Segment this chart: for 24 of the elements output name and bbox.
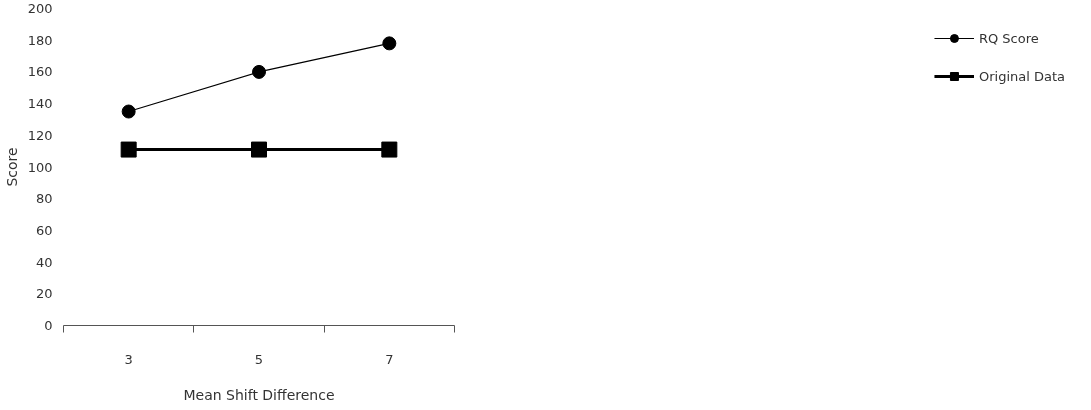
point <box>381 141 398 158</box>
x-tick-label: 3 <box>124 351 133 367</box>
legend-label: Original Data <box>978 68 1065 84</box>
point <box>121 104 136 119</box>
y-tick-label: 100 <box>27 159 53 175</box>
y-tick-label: 200 <box>27 1 53 16</box>
y-tick-label: 160 <box>27 64 53 80</box>
y-tick-label: 180 <box>27 32 53 48</box>
point <box>382 36 397 51</box>
legend-label: RQ Score <box>978 30 1039 46</box>
x-axis-title: Mean Shift Difference <box>183 386 335 403</box>
point <box>120 141 137 158</box>
y-tick-label: 80 <box>35 191 53 207</box>
x-tick-label: 7 <box>385 351 394 367</box>
y-tick-label: 60 <box>35 222 53 238</box>
point <box>251 141 267 158</box>
y-tick-label: 120 <box>27 127 53 143</box>
y-tick-label: 40 <box>35 254 53 270</box>
y-tick-label: 0 <box>44 318 53 333</box>
point <box>252 64 266 79</box>
y-axis-title: Score <box>3 147 20 187</box>
x-tick-label: 5 <box>254 351 264 367</box>
y-tick-label: 140 <box>27 96 53 112</box>
y-tick-label: 20 <box>35 286 53 302</box>
